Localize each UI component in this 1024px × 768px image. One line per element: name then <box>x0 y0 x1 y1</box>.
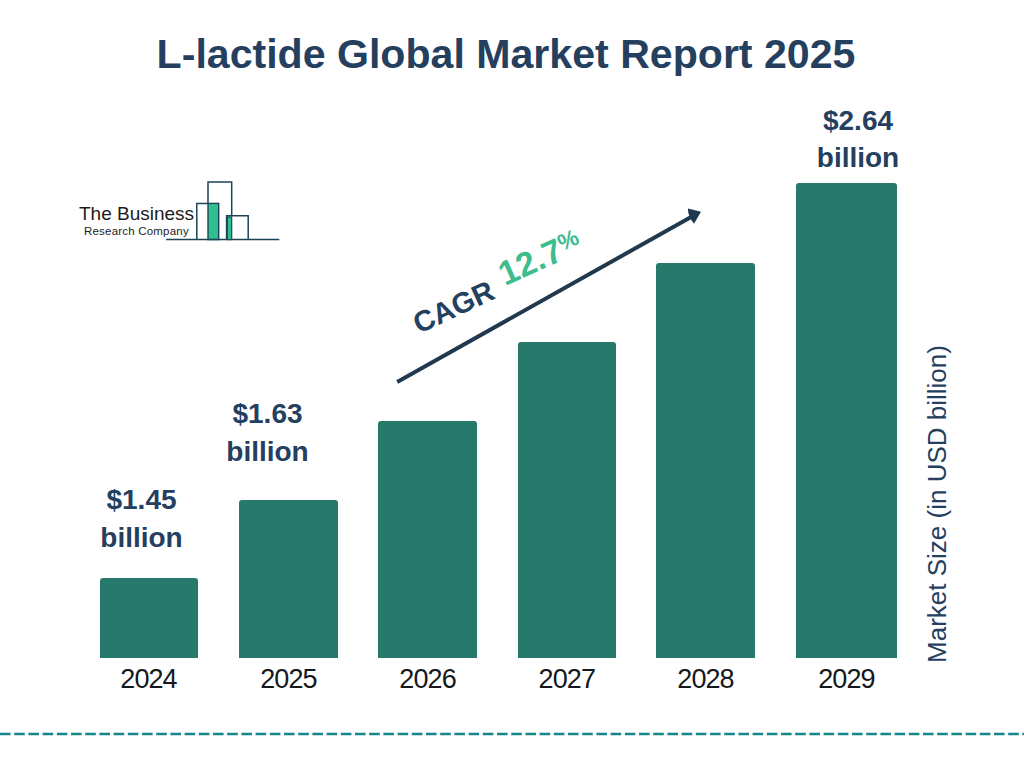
svg-text:CAGR: CAGR <box>408 274 499 339</box>
